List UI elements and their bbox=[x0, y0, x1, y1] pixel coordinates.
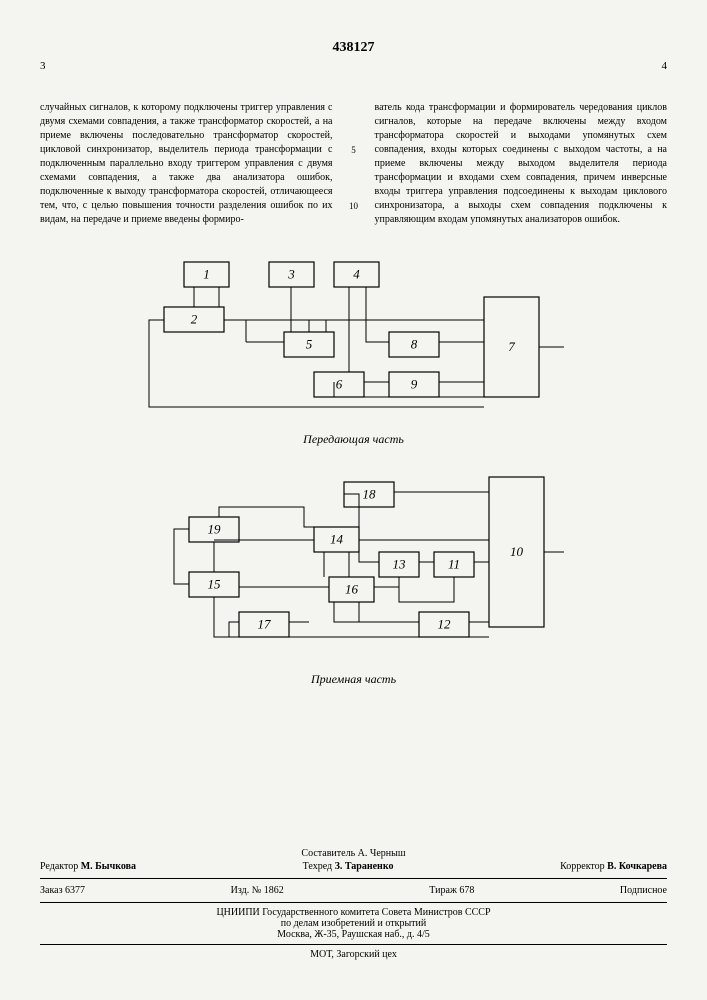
footer: Составитель А. Черныш Редактор М. Бычков… bbox=[40, 848, 667, 960]
diagram-receiver: 10 11 12 13 14 15 16 17 18 19 bbox=[134, 472, 574, 667]
footer-org1: ЦНИИПИ Государственного комитета Совета … bbox=[40, 907, 667, 918]
page: 438127 3 4 случайных сигналов, к котором… bbox=[0, 0, 707, 1000]
diagrams: 123456789 Передающая часть 1011121314151… bbox=[40, 252, 667, 712]
footer-printer: МОТ, Загорский цех bbox=[40, 949, 667, 960]
diagram-receiver-label: Приемная часть bbox=[311, 672, 396, 687]
diagram-transmitter: 1 2 3 4 5 6 7 8 9 bbox=[134, 252, 574, 427]
document-number: 438127 bbox=[40, 40, 667, 56]
right-column: ватель кода трансформации и формировател… bbox=[375, 101, 668, 227]
footer-print-row: Заказ 6377 Изд. № 1862 Тираж 678 Подписн… bbox=[40, 883, 667, 898]
svg-text:12: 12 bbox=[437, 616, 451, 631]
footer-tech-editor: Техред З. Тараненко bbox=[303, 861, 394, 872]
svg-text:3: 3 bbox=[287, 266, 295, 281]
svg-text:16: 16 bbox=[345, 581, 359, 596]
svg-text:19: 19 bbox=[207, 521, 221, 536]
left-column: случайных сигналов, к которому подключен… bbox=[40, 101, 333, 227]
line-markers: 5 10 bbox=[348, 101, 360, 227]
svg-text:11: 11 bbox=[447, 556, 459, 571]
page-number-left: 3 bbox=[40, 60, 46, 72]
line-marker: 5 bbox=[348, 143, 360, 157]
diagram-transmitter-label: Передающая часть bbox=[303, 432, 404, 447]
svg-text:4: 4 bbox=[353, 266, 360, 281]
svg-text:18: 18 bbox=[362, 486, 376, 501]
footer-edition: Изд. № 1862 bbox=[231, 885, 284, 896]
page-number-right: 4 bbox=[662, 60, 668, 72]
footer-circulation: Тираж 678 bbox=[429, 885, 474, 896]
footer-org2: по делам изобретений и открытий bbox=[40, 918, 667, 929]
svg-text:5: 5 bbox=[305, 336, 312, 351]
footer-address: Москва, Ж-35, Раушская наб., д. 4/5 bbox=[40, 929, 667, 940]
svg-text:7: 7 bbox=[508, 339, 515, 354]
footer-editor: Редактор М. Бычкова bbox=[40, 861, 136, 872]
svg-text:6: 6 bbox=[335, 376, 342, 391]
svg-text:1: 1 bbox=[203, 266, 210, 281]
footer-compiler: Составитель А. Черныш bbox=[40, 848, 667, 859]
footer-corrector: Корректор В. Кочкарева bbox=[560, 861, 667, 872]
svg-text:15: 15 bbox=[207, 576, 221, 591]
svg-text:10: 10 bbox=[510, 544, 524, 559]
svg-text:14: 14 bbox=[330, 531, 344, 546]
svg-text:13: 13 bbox=[392, 556, 406, 571]
svg-text:9: 9 bbox=[410, 376, 417, 391]
body-text: случайных сигналов, к которому подключен… bbox=[40, 101, 667, 227]
svg-text:17: 17 bbox=[257, 616, 271, 631]
footer-order: Заказ 6377 bbox=[40, 885, 85, 896]
svg-text:8: 8 bbox=[410, 336, 417, 351]
line-marker: 10 bbox=[348, 199, 360, 213]
footer-subscription: Подписное bbox=[620, 885, 667, 896]
footer-credits-row: Редактор М. Бычкова Техред З. Тараненко … bbox=[40, 859, 667, 874]
svg-text:2: 2 bbox=[190, 311, 197, 326]
